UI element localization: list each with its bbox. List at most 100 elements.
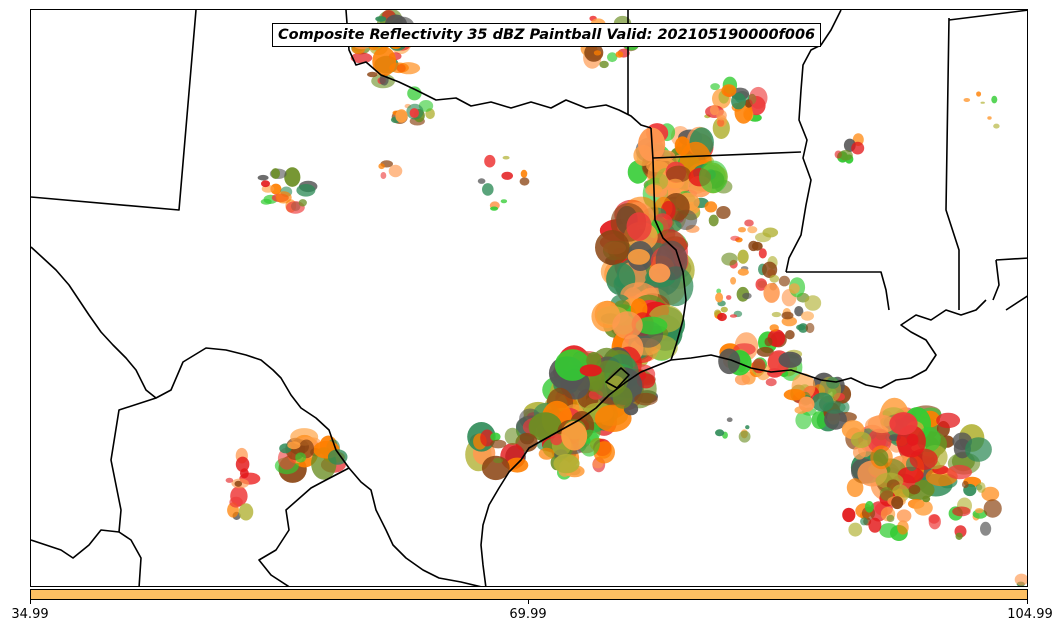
paintball-blob [275,191,292,204]
paintball-blob [811,392,834,412]
paintball-blob [751,241,763,251]
paintball-blob [730,277,737,285]
paintball-blob [781,311,794,320]
paintball-blob [372,46,397,77]
nm-border [31,10,197,211]
paintball-blob [765,378,777,387]
paintball-blob [755,232,771,243]
paintball-blob [868,517,882,533]
mx-border-2 [110,397,157,533]
paintball-blob [234,480,243,487]
paintball-blob [889,412,918,436]
paintball-blob [879,487,894,501]
paintball-blob [804,295,822,311]
paintball-blob [758,248,767,259]
paintball-blob [879,523,899,538]
paintball-blob [710,83,720,91]
paintball-blob [287,441,301,450]
paintball-blob [261,180,270,188]
paintball-blob [708,214,719,227]
paintball-blob [730,235,740,241]
paintball-blob [860,517,868,526]
paintball-blob [796,324,806,331]
paintball-blob [715,292,724,303]
paintball-blob [987,116,992,120]
paintball-blob [715,429,725,437]
paintball-blob [980,521,992,536]
paintball-blob [737,249,749,264]
paintball-blob [721,252,738,266]
paintball-blob [721,84,737,97]
paintball-blob [763,282,780,303]
paintball-blob [704,201,718,213]
paintball-blob [380,172,387,179]
paintball-blob [798,396,815,412]
texas-coast [480,359,672,586]
paintball-blob [717,312,727,322]
red-river-border [345,10,652,129]
paintball-blob [744,219,754,227]
paintball-blob [783,389,806,401]
paintball-blob [367,71,378,78]
reflectivity-map [31,10,1027,586]
galveston-bay [605,367,630,389]
paintball-blob [811,411,828,430]
paintball-blob [229,496,243,508]
paintball-blob [726,417,733,423]
mississippi-river [785,10,842,273]
paintball-blob [593,50,602,56]
paintball-blob [906,433,919,446]
colorbar-tick-right [1027,600,1028,604]
paintball-blob [595,230,630,265]
paintball-blob [480,429,494,447]
paintball-blob [909,448,938,470]
paintball-blob [756,346,774,357]
paintball-blob [771,311,782,318]
paintball-blob [975,508,984,514]
paintball-blob [477,178,486,184]
paintball-blob [891,496,904,510]
paintball-blob [955,532,963,540]
paintball-blob [627,249,651,265]
paintball-blob [709,104,719,116]
paintball-blob [484,154,496,168]
paintball-blob [867,414,896,434]
paintball-blob [897,520,909,535]
paintball-blob [952,506,971,517]
paintball-blob [716,109,727,121]
paintball-blob [769,274,780,283]
paintball-blob [764,337,773,347]
paintball-blob [490,206,499,211]
paintball-blob [648,263,671,283]
louisiana-coast [670,299,987,389]
paintball-blob [520,169,528,178]
paintball-blob [897,466,924,484]
paintball-blob [409,108,419,118]
paintball-blob [981,486,1000,502]
paintball-blob [667,178,683,189]
paintball-blob [235,456,250,472]
paintball-blob [873,449,889,467]
mx-border-1 [31,529,142,586]
paintball-blob [327,449,348,465]
paintball-blob [851,141,865,155]
paintball-blob [290,428,319,446]
paintball-blob [699,160,728,194]
paintball-blob [504,427,520,445]
paintball-blob [794,306,804,317]
paintball-blob [914,500,933,516]
paintball-blob [747,226,758,234]
paintball-blob [395,109,408,123]
paintball-blob [388,164,403,178]
paintball-blob [407,86,422,101]
paintball-blob [270,183,282,195]
paintball-blob [778,275,791,287]
paintball-blob [716,206,731,219]
paintball-blob [1014,573,1027,586]
paintball-blob [805,322,815,334]
paintball-layer [225,10,1027,586]
paintball-blob [284,167,301,187]
map-title: Composite Reflectivity 35 dBZ Paintball … [272,23,822,47]
paintball-blob [378,163,385,170]
paintball-blob [963,98,971,102]
